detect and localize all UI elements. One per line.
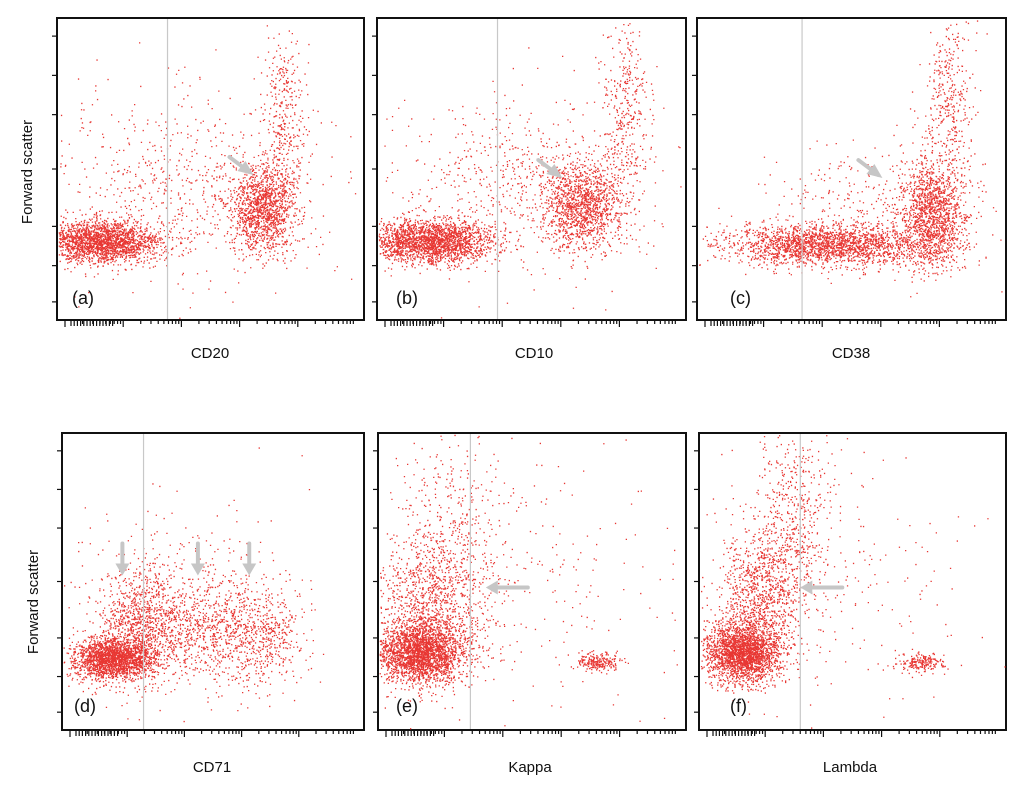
panel-frame-a xyxy=(56,17,365,321)
axis-ticks-e xyxy=(373,450,676,737)
axis-ticks-c xyxy=(692,35,996,327)
scatter-points-e xyxy=(379,434,678,730)
axis-ticks-a xyxy=(52,35,354,327)
scatter-points-f xyxy=(700,435,1006,729)
scatter-dots-a xyxy=(58,25,357,319)
axis-ticks-d xyxy=(57,450,354,737)
x-axis-title-d: CD71 xyxy=(193,759,231,776)
panels-layer xyxy=(52,17,1007,737)
x-axis-title-a: CD20 xyxy=(191,345,229,362)
panel-label-a: (a) xyxy=(72,288,94,308)
annotation-arrow-b-1 xyxy=(536,158,563,179)
x-axis-title-b: CD10 xyxy=(515,345,553,362)
panel-frame-e xyxy=(377,432,687,731)
scatter-dots-d xyxy=(63,447,325,723)
panel-frame-c xyxy=(696,17,1007,321)
scatter-dots-c xyxy=(699,20,1003,298)
panel-a xyxy=(52,17,365,327)
axis-ticks-b xyxy=(372,35,676,327)
annotation-arrow-d-3 xyxy=(242,541,257,576)
panel-label-b: (b) xyxy=(396,288,418,308)
panel-f xyxy=(694,432,1007,737)
panel-e xyxy=(373,432,687,737)
panel-frame-f xyxy=(698,432,1007,731)
x-axis-title-c: CD38 xyxy=(832,345,870,362)
scatter-points-a xyxy=(58,25,357,319)
scatter-dots-f xyxy=(700,435,1006,729)
x-axis-title-f: Lambda xyxy=(823,759,878,776)
x-axis-title-e: Kappa xyxy=(508,759,552,776)
y-axis-title-bottom: Forward scatter xyxy=(25,550,42,654)
panel-label-d: (d) xyxy=(74,696,96,716)
panel-frame-d xyxy=(61,432,365,731)
annotation-arrow-d-1 xyxy=(115,541,130,576)
scatter-dots-e xyxy=(379,434,678,730)
panel-c xyxy=(692,17,1007,327)
y-axis-title-top: Forward scatter xyxy=(19,120,36,224)
annotation-arrow-e-1 xyxy=(485,580,530,595)
panel-label-c: (c) xyxy=(730,288,751,308)
scatter-points-d xyxy=(63,447,325,723)
scatter-points-c xyxy=(699,20,1003,298)
annotation-arrow-d-2 xyxy=(190,541,205,576)
panel-frame-b xyxy=(376,17,687,321)
annotation-arrow-f-1 xyxy=(800,580,845,595)
panel-label-f: (f) xyxy=(730,696,747,716)
panel-label-e: (e) xyxy=(396,696,418,716)
axis-ticks-f xyxy=(694,450,996,737)
annotation-arrow-c-1 xyxy=(856,158,883,179)
panel-d xyxy=(57,432,365,737)
panel-b xyxy=(372,17,687,327)
annotation-arrow-a-1 xyxy=(227,155,254,176)
